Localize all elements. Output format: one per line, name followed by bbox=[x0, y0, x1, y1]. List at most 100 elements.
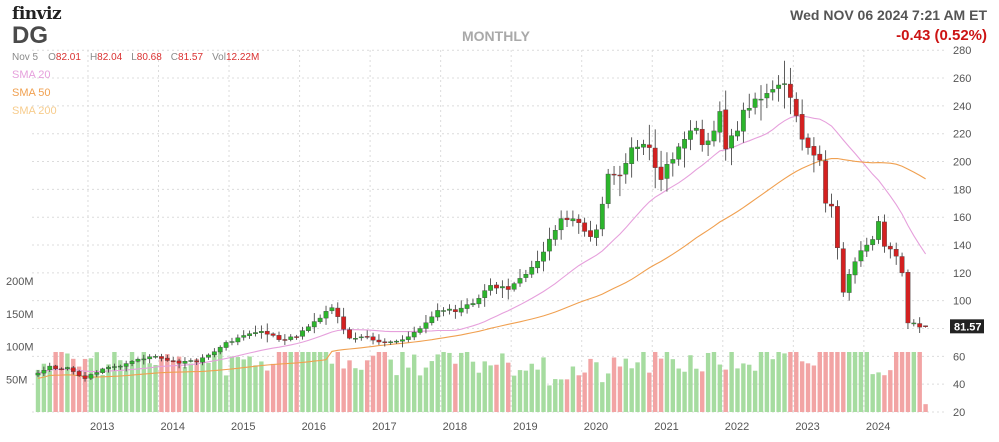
candle-body bbox=[35, 372, 41, 376]
candle bbox=[400, 335, 405, 348]
candle bbox=[541, 241, 546, 272]
volume-bar bbox=[312, 352, 317, 412]
candle bbox=[311, 313, 317, 334]
volume-bar bbox=[523, 370, 529, 412]
volume-bar bbox=[711, 352, 717, 412]
candle bbox=[799, 99, 805, 151]
candle bbox=[241, 330, 247, 341]
volume-bar bbox=[129, 352, 135, 412]
candle bbox=[629, 137, 635, 178]
volume-bar bbox=[235, 357, 241, 412]
candle bbox=[611, 165, 617, 185]
candle-body bbox=[282, 339, 288, 341]
candle bbox=[787, 67, 793, 115]
last-price-box bbox=[950, 319, 984, 334]
volume-bar bbox=[229, 356, 235, 412]
candle bbox=[511, 281, 517, 292]
timeframe-label: MONTHLY bbox=[462, 28, 530, 44]
candle bbox=[200, 354, 205, 366]
candle bbox=[882, 214, 887, 253]
candle-body bbox=[94, 372, 100, 375]
volume-bar bbox=[400, 352, 405, 412]
candle-body bbox=[787, 83, 793, 98]
candle-body bbox=[323, 311, 329, 319]
candle-body bbox=[264, 330, 270, 335]
candle-body bbox=[752, 98, 758, 108]
volume-bar bbox=[835, 352, 840, 412]
volume-bar bbox=[176, 356, 182, 412]
volume-bar bbox=[723, 369, 728, 412]
last-price-label: 81.57 bbox=[954, 321, 982, 333]
volume-bar bbox=[353, 368, 358, 412]
time-axis-tick: 2014 bbox=[160, 421, 184, 433]
candle-body bbox=[605, 173, 611, 204]
volume-bar bbox=[794, 352, 799, 412]
candle-body bbox=[294, 336, 300, 338]
candle-body bbox=[882, 221, 887, 247]
chart-axes: 2040608010012014016018020022024026028020… bbox=[6, 45, 984, 433]
volume-bar bbox=[364, 360, 370, 412]
candle bbox=[258, 325, 264, 339]
volume-bar bbox=[876, 372, 881, 412]
candle bbox=[758, 85, 764, 121]
volume-bar bbox=[670, 359, 676, 412]
price-axis-tick: 160 bbox=[953, 212, 971, 224]
candle-body bbox=[405, 336, 411, 340]
time-axis-tick: 2024 bbox=[866, 421, 890, 433]
volume-bar bbox=[506, 362, 511, 412]
volume-bar bbox=[594, 362, 599, 412]
volume-bar bbox=[582, 372, 587, 412]
volume-bar bbox=[188, 363, 194, 412]
candle bbox=[635, 140, 640, 161]
candle-body bbox=[541, 251, 546, 262]
volume-bar bbox=[558, 379, 564, 412]
volume-axis-tick: 150M bbox=[6, 309, 34, 321]
volume-bar bbox=[817, 352, 822, 412]
volume-bar bbox=[905, 352, 911, 412]
volume-bar bbox=[53, 352, 58, 412]
candle bbox=[523, 269, 529, 283]
volume-bar bbox=[735, 368, 740, 412]
candle bbox=[594, 224, 599, 246]
finviz-logo[interactable]: finviz bbox=[12, 4, 62, 24]
time-axis-tick: 2017 bbox=[372, 421, 396, 433]
candle bbox=[876, 216, 881, 244]
volume-bar bbox=[88, 358, 94, 412]
time-axis-tick: 2013 bbox=[90, 421, 114, 433]
candle-body bbox=[247, 333, 253, 336]
candle bbox=[112, 363, 117, 371]
candle bbox=[770, 80, 776, 101]
candle bbox=[76, 369, 82, 377]
candle-body bbox=[770, 89, 776, 93]
candle bbox=[464, 298, 470, 314]
candle-body bbox=[394, 340, 399, 343]
volume-bar bbox=[570, 366, 576, 412]
candle-body bbox=[47, 365, 53, 371]
candle-body bbox=[347, 329, 352, 339]
candle-body bbox=[235, 337, 241, 343]
candle bbox=[341, 307, 347, 335]
volume-bar bbox=[694, 368, 699, 412]
candle-body bbox=[729, 135, 735, 149]
candle-body bbox=[435, 310, 441, 318]
candle-body bbox=[523, 274, 529, 278]
candle-body bbox=[258, 331, 264, 333]
candle-body bbox=[688, 130, 693, 140]
candle-body bbox=[899, 256, 905, 274]
candle-body bbox=[494, 284, 499, 289]
candle-body bbox=[682, 139, 687, 149]
volume-bar bbox=[47, 371, 52, 412]
high-label: H bbox=[89, 52, 98, 63]
volume-bar bbox=[729, 352, 734, 412]
candle bbox=[282, 334, 288, 345]
open-value: 82.01 bbox=[55, 52, 81, 63]
volume-bar bbox=[923, 404, 928, 412]
candle bbox=[670, 152, 676, 177]
volume-bar bbox=[206, 362, 211, 412]
volume-bar bbox=[864, 352, 869, 412]
volume-value: 12.22M bbox=[225, 52, 260, 63]
candle bbox=[682, 131, 687, 168]
candle-body bbox=[176, 360, 182, 364]
price-axis-tick: 20 bbox=[953, 407, 965, 419]
